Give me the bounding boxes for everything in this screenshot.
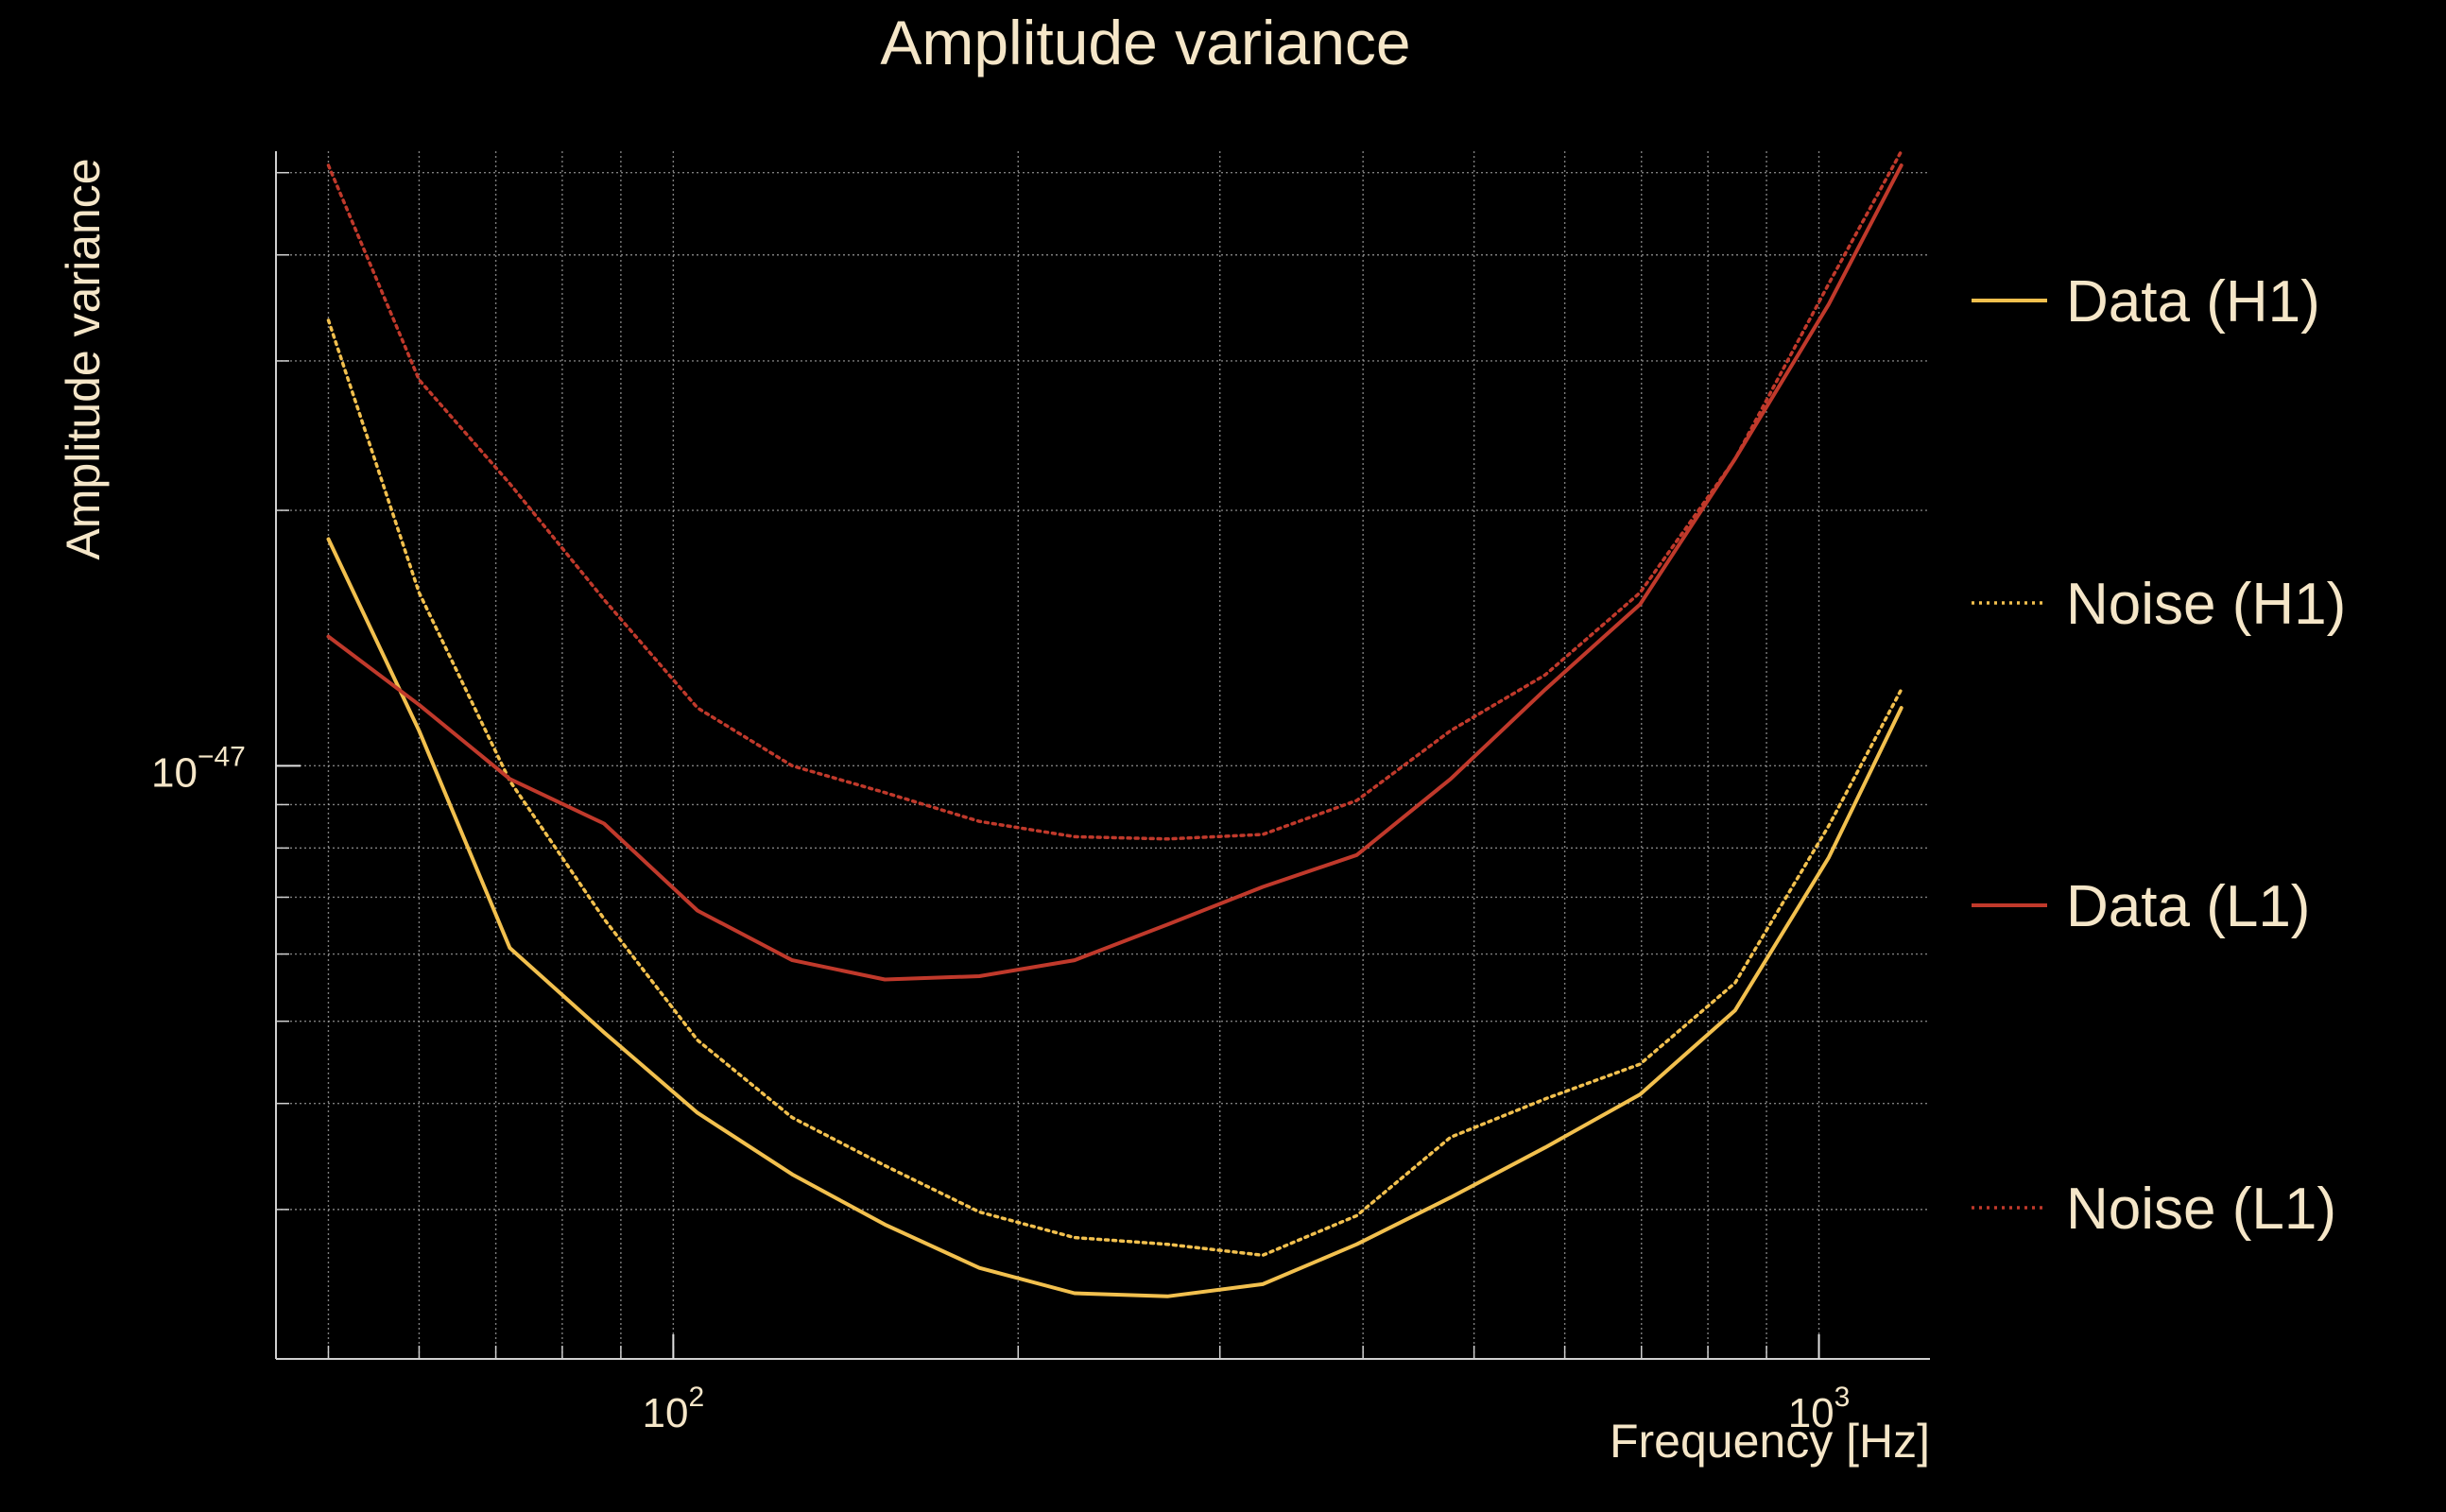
series-line-4: [326, 149, 1903, 841]
y-axis-label: Amplitude variance: [57, 158, 110, 559]
x-tick-label: 102: [643, 1382, 705, 1436]
legend-label-3: Data (L1): [2066, 874, 2310, 939]
series-line-1: [326, 537, 1903, 1298]
series-line-2: [326, 318, 1903, 1258]
legend-label-1: Data (H1): [2066, 269, 2320, 335]
x-axis-label: Frequency [Hz]: [1610, 1415, 1930, 1468]
axes: [275, 151, 1930, 1360]
tick-labels: 102 103 10−47: [151, 741, 1850, 1436]
chart-title: Amplitude variance: [880, 8, 1410, 77]
plot-lines: [326, 149, 1903, 1298]
legend: Data (H1) Noise (H1) Data (L1) Noise (L1): [1972, 269, 2346, 1242]
legend-label-2: Noise (H1): [2066, 572, 2346, 637]
legend-label-4: Noise (L1): [2066, 1177, 2336, 1242]
x-tick-label: 103: [1788, 1382, 1851, 1436]
y-tick-label: 10−47: [151, 741, 246, 796]
series-line-3: [326, 163, 1903, 982]
